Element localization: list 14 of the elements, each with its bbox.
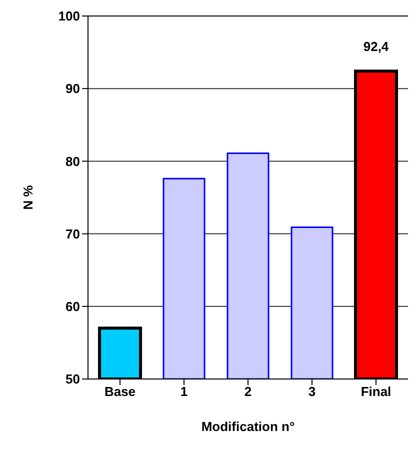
x-tick-label: Base bbox=[104, 384, 136, 400]
y-axis-title: N % bbox=[20, 184, 36, 210]
y-tick-label: 80 bbox=[66, 154, 80, 169]
x-tick-label: 2 bbox=[244, 384, 252, 400]
x-axis-title: Modification n° bbox=[201, 419, 295, 434]
x-tick-label: 3 bbox=[308, 384, 316, 400]
x-tick-label: Final bbox=[360, 384, 392, 400]
y-tick-label: 60 bbox=[66, 299, 80, 314]
data-label: 92,4 bbox=[363, 39, 390, 54]
y-tick-label: 90 bbox=[66, 81, 80, 96]
x-tick-label: 1 bbox=[180, 384, 188, 400]
y-tick-label: 50 bbox=[66, 372, 80, 387]
y-tick-label: 70 bbox=[66, 226, 80, 242]
y-tick-label: 100 bbox=[58, 8, 80, 24]
